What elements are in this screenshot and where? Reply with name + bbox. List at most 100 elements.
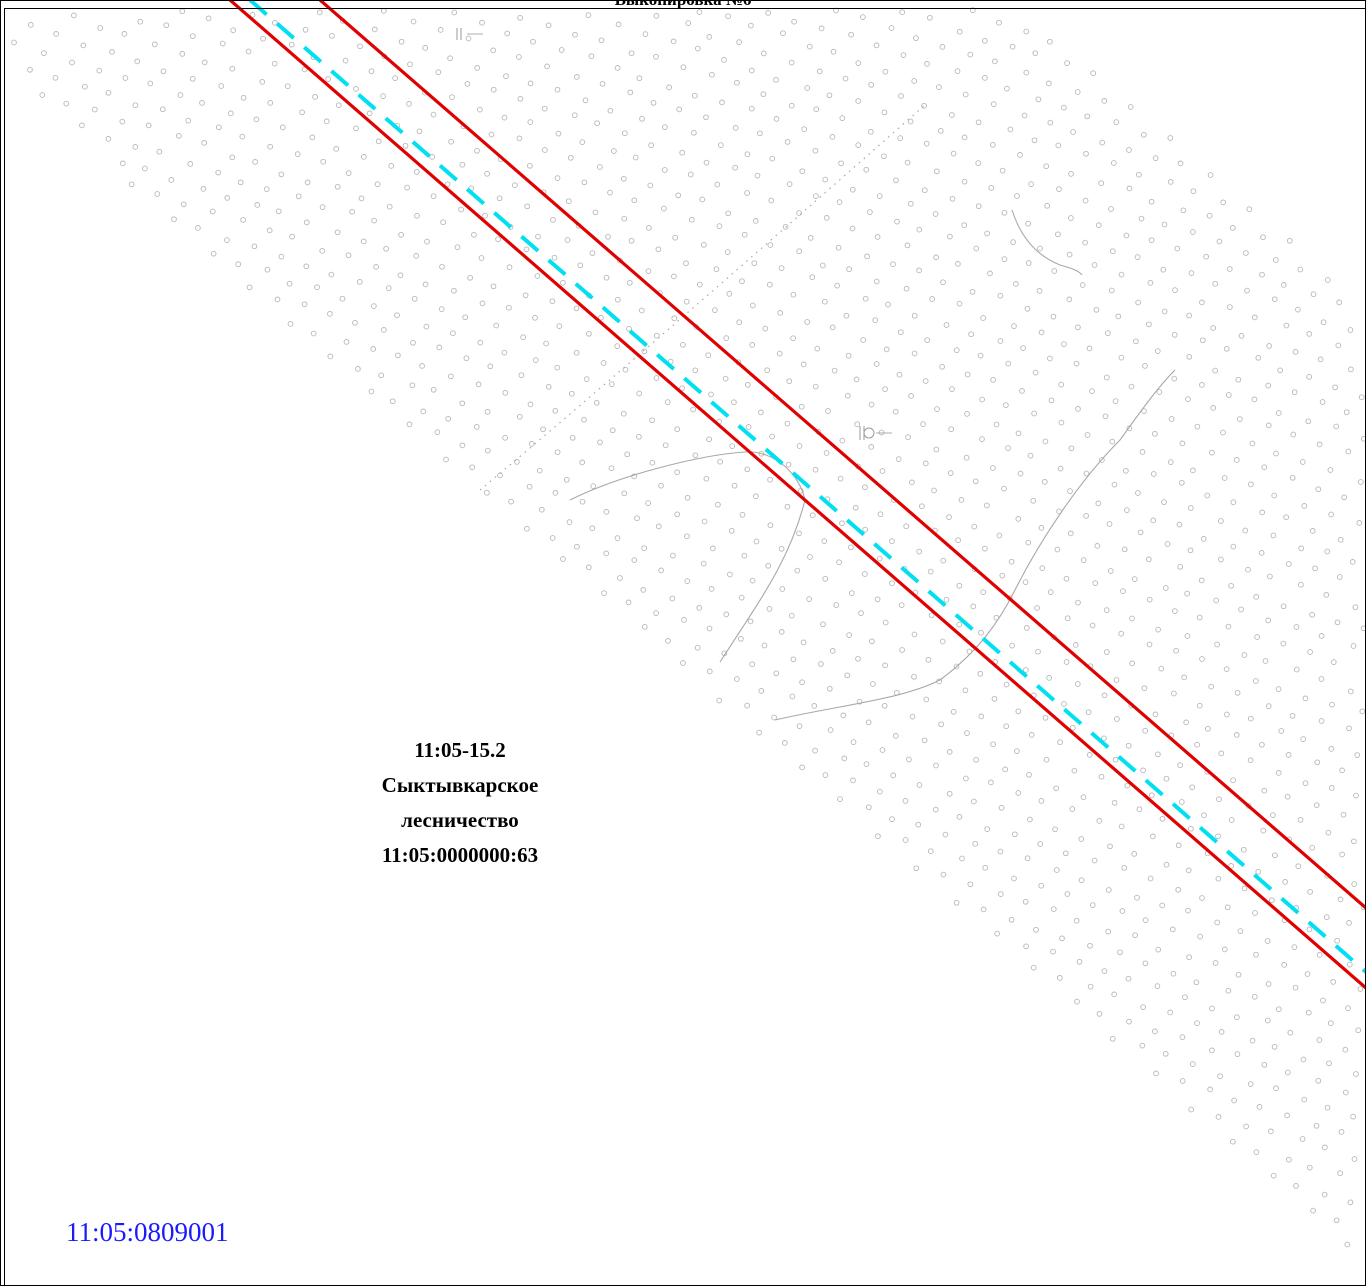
marsh-circle-icon: [549, 298, 556, 305]
marsh-circle-icon: [1142, 960, 1149, 967]
marsh-circle-icon: [1171, 690, 1177, 697]
marsh-circle-icon: [908, 393, 914, 399]
marsh-circle-icon: [1284, 793, 1291, 800]
marsh-circle-icon: [397, 272, 404, 279]
marsh-circle-icon: [1085, 709, 1092, 716]
marsh-circle-icon: [567, 154, 574, 161]
marsh-circle-icon: [760, 91, 767, 98]
marsh-circle-icon: [1182, 994, 1188, 1001]
marsh-circle-icon: [837, 796, 843, 802]
marsh-circle-icon: [1161, 221, 1168, 228]
marsh-circle-icon: [303, 263, 310, 270]
marsh-circle-icon: [1342, 1046, 1349, 1053]
marsh-circle-icon: [607, 189, 613, 196]
marsh-circle-icon: [1027, 452, 1034, 459]
marsh-circle-icon: [1358, 394, 1365, 401]
marsh-circle-icon: [579, 459, 586, 466]
marsh-circle-icon: [516, 135, 523, 142]
marsh-circle-icon: [1168, 416, 1175, 422]
marsh-circle-icon: [812, 466, 819, 473]
marsh-circle-icon: [680, 660, 686, 666]
marsh-circle-icon: [1198, 577, 1205, 584]
marsh-circle-icon: [1167, 135, 1174, 141]
marsh-circle-icon: [785, 461, 792, 468]
marsh-circle-icon: [378, 372, 385, 379]
marsh-circle-icon: [1253, 1149, 1260, 1155]
marsh-circle-icon: [395, 352, 401, 359]
marsh-circle-icon: [479, 300, 486, 307]
marsh-circle-icon: [1007, 126, 1014, 133]
marsh-circle-icon: [658, 482, 664, 489]
marsh-circle-icon: [624, 451, 631, 458]
marsh-circle-icon: [579, 139, 586, 145]
marsh-circle-icon: [1353, 1071, 1359, 1077]
marsh-circle-icon: [39, 92, 46, 98]
marsh-circle-icon: [477, 339, 484, 346]
marsh-circle-icon: [608, 465, 615, 472]
marsh-circle-icon: [982, 545, 988, 552]
marsh-circle-icon: [1095, 222, 1102, 229]
marsh-circle-icon: [773, 670, 780, 677]
marsh-circle-icon: [209, 208, 216, 215]
marsh-circle-icon: [964, 411, 970, 417]
marsh-circle-icon: [902, 837, 909, 843]
marsh-circle-icon: [669, 595, 676, 602]
marsh-circle-icon: [410, 339, 416, 346]
marsh-circle-icon: [1316, 441, 1323, 448]
marsh-circle-icon: [997, 848, 1004, 855]
marsh-circle-icon: [334, 183, 341, 190]
marsh-circle-icon: [990, 101, 997, 107]
marsh-circle-icon: [435, 69, 442, 76]
marsh-circle-icon: [274, 296, 281, 303]
marsh-circle-icon: [1072, 642, 1079, 648]
marsh-circle-icon: [600, 360, 607, 366]
marsh-circle-icon: [614, 343, 621, 349]
marsh-circle-icon: [904, 242, 911, 249]
marsh-circle-icon: [862, 571, 868, 577]
forestry-code: 11:05-15.2: [414, 738, 506, 762]
marsh-circle-icon: [1167, 459, 1174, 465]
marsh-circle-icon: [862, 295, 869, 302]
map-annotations: [456, 28, 892, 440]
marsh-circle-icon: [295, 193, 302, 200]
marsh-circle-icon: [762, 325, 769, 332]
marsh-circle-icon: [1017, 152, 1023, 158]
contour-line: [1011, 209, 1083, 276]
marsh-circle-icon: [680, 341, 686, 348]
marsh-circle-icon: [411, 295, 418, 302]
marsh-circle-icon: [997, 292, 1004, 299]
marsh-circle-icon: [1190, 188, 1197, 195]
marsh-circle-icon: [467, 274, 473, 281]
marsh-circle-icon: [892, 733, 899, 739]
marsh-circle-icon: [1154, 983, 1161, 989]
marsh-circle-icon: [329, 32, 335, 39]
marsh-circle-icon: [504, 30, 511, 37]
marsh-circle-icon: [1037, 245, 1043, 252]
marsh-circle-icon: [634, 515, 640, 522]
marsh-circle-icon: [1066, 251, 1073, 258]
marsh-circle-icon: [753, 538, 760, 545]
marsh-circle-icon: [809, 274, 816, 281]
marsh-circle-icon: [823, 215, 830, 221]
marsh-circle-icon: [1082, 197, 1089, 204]
marsh-circle-icon: [728, 527, 735, 534]
marsh-circle-icon: [1199, 895, 1205, 901]
marsh-circle-icon: [826, 685, 833, 692]
marsh-circle-icon: [1309, 844, 1316, 851]
marsh-circle-icon: [1152, 1028, 1158, 1035]
marsh-circle-icon: [1062, 850, 1069, 857]
marsh-circle-icon: [684, 578, 691, 584]
marsh-circle-icon: [294, 151, 301, 157]
marsh-circle-icon: [1323, 592, 1330, 598]
marsh-circle-icon: [601, 590, 607, 596]
marsh-circle-icon: [756, 729, 762, 736]
marsh-circle-icon: [1004, 85, 1010, 92]
marsh-circle-icon: [609, 427, 616, 434]
marsh-circle-icon: [1186, 353, 1193, 360]
marsh-circle-icon: [517, 14, 523, 21]
marsh-circle-icon: [836, 199, 843, 205]
marsh-circle-icon: [343, 339, 350, 345]
marsh-circle-icon: [1163, 775, 1170, 782]
marsh-circle-icon: [484, 408, 491, 415]
marsh-circle-icon: [621, 130, 628, 137]
